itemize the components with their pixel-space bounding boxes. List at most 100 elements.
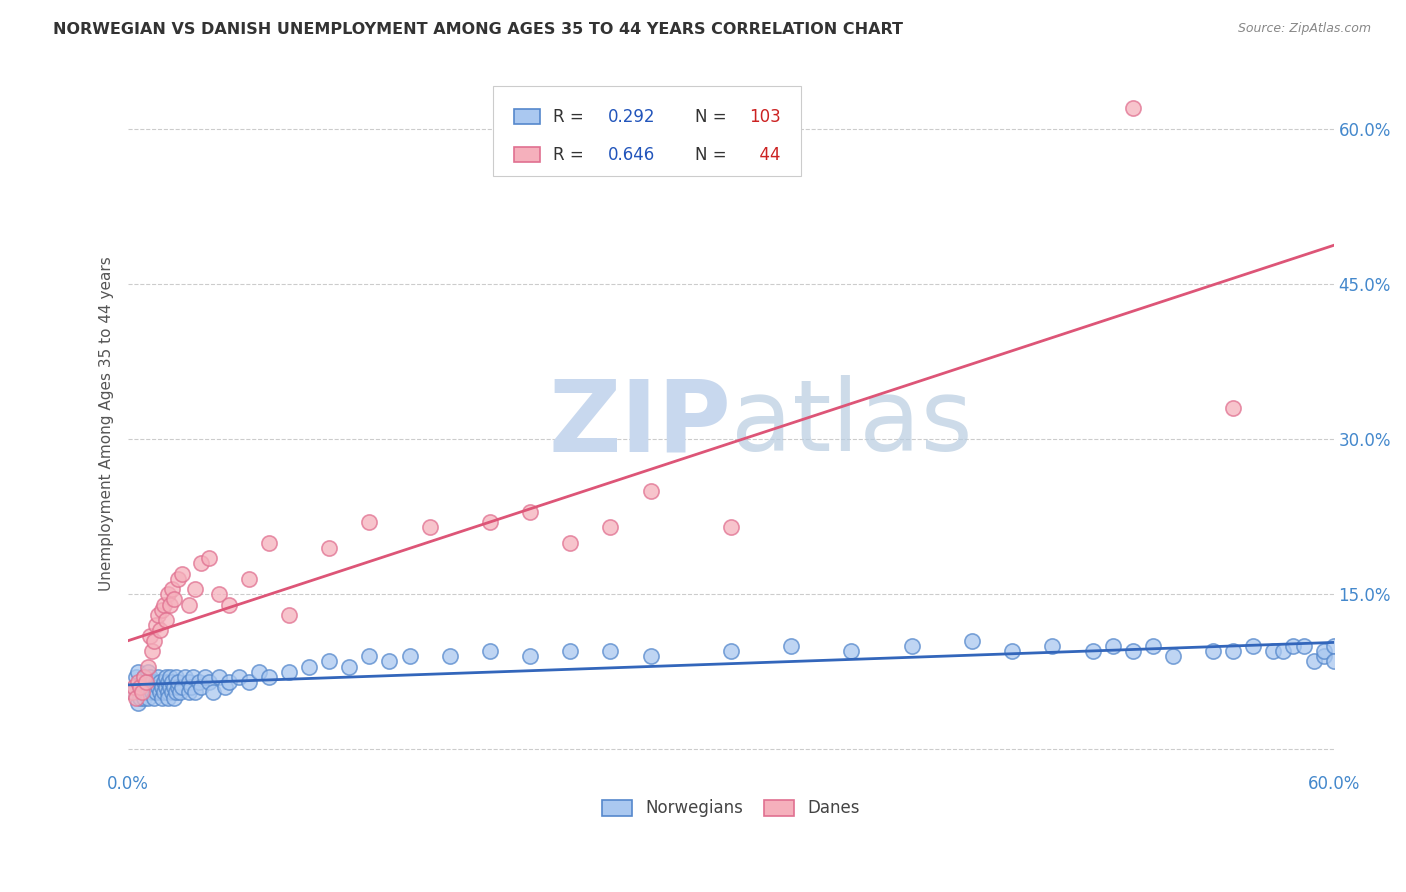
Point bbox=[167, 675, 190, 690]
Point bbox=[214, 681, 236, 695]
Point bbox=[208, 670, 231, 684]
Point bbox=[1222, 644, 1244, 658]
Point bbox=[134, 690, 156, 705]
Point bbox=[143, 690, 166, 705]
Point bbox=[162, 685, 184, 699]
Point bbox=[640, 483, 662, 498]
Point bbox=[124, 681, 146, 695]
Point bbox=[960, 633, 983, 648]
Point bbox=[145, 618, 167, 632]
Point bbox=[138, 665, 160, 679]
Point bbox=[159, 598, 181, 612]
Text: N =: N = bbox=[695, 145, 731, 164]
Point bbox=[197, 675, 219, 690]
Point bbox=[1241, 639, 1264, 653]
Point bbox=[138, 690, 160, 705]
Point bbox=[1263, 644, 1285, 658]
Point bbox=[163, 681, 186, 695]
Point bbox=[155, 613, 177, 627]
Point bbox=[278, 607, 301, 622]
Point bbox=[720, 520, 742, 534]
Text: N =: N = bbox=[695, 108, 731, 126]
Point bbox=[190, 556, 212, 570]
Point bbox=[1081, 644, 1104, 658]
Point bbox=[900, 639, 922, 653]
Point bbox=[560, 644, 582, 658]
Point bbox=[337, 659, 360, 673]
Point bbox=[152, 681, 174, 695]
Point bbox=[1161, 649, 1184, 664]
Point bbox=[181, 670, 204, 684]
Point bbox=[121, 685, 143, 699]
Point bbox=[378, 655, 401, 669]
Point bbox=[238, 572, 260, 586]
Point bbox=[1312, 649, 1334, 664]
Point bbox=[359, 649, 381, 664]
Point bbox=[141, 675, 163, 690]
Point bbox=[134, 670, 156, 684]
Text: R =: R = bbox=[553, 108, 589, 126]
Point bbox=[720, 644, 742, 658]
Point bbox=[152, 690, 174, 705]
Point bbox=[599, 520, 621, 534]
Point bbox=[1122, 644, 1144, 658]
Point bbox=[159, 681, 181, 695]
Point bbox=[155, 681, 177, 695]
Point bbox=[218, 598, 240, 612]
Point bbox=[519, 505, 541, 519]
Point bbox=[1282, 639, 1305, 653]
Point bbox=[138, 659, 160, 673]
Point bbox=[640, 649, 662, 664]
Point bbox=[197, 551, 219, 566]
Point bbox=[148, 681, 170, 695]
Point bbox=[359, 515, 381, 529]
Point bbox=[129, 681, 152, 695]
Point bbox=[519, 649, 541, 664]
Point bbox=[153, 685, 176, 699]
Text: 103: 103 bbox=[749, 108, 780, 126]
Point bbox=[131, 675, 153, 690]
Point bbox=[166, 670, 188, 684]
Point bbox=[163, 690, 186, 705]
Point bbox=[318, 541, 340, 555]
Point bbox=[560, 535, 582, 549]
Point bbox=[152, 603, 174, 617]
Point bbox=[153, 598, 176, 612]
Point bbox=[183, 685, 205, 699]
Point bbox=[187, 675, 209, 690]
Point bbox=[478, 644, 501, 658]
Point bbox=[190, 681, 212, 695]
Point bbox=[1101, 639, 1123, 653]
Point bbox=[163, 592, 186, 607]
Text: 0.292: 0.292 bbox=[607, 108, 655, 126]
Point bbox=[177, 685, 200, 699]
Text: 44: 44 bbox=[749, 145, 780, 164]
Point bbox=[238, 675, 260, 690]
Point bbox=[173, 670, 195, 684]
Point bbox=[139, 629, 162, 643]
Point bbox=[149, 624, 172, 638]
FancyBboxPatch shape bbox=[494, 87, 801, 177]
Point bbox=[157, 685, 180, 699]
Y-axis label: Unemployment Among Ages 35 to 44 years: Unemployment Among Ages 35 to 44 years bbox=[100, 256, 114, 591]
Point bbox=[131, 685, 153, 699]
Point bbox=[135, 685, 157, 699]
Point bbox=[841, 644, 863, 658]
Point bbox=[157, 587, 180, 601]
Text: atlas: atlas bbox=[731, 376, 973, 472]
Point bbox=[143, 681, 166, 695]
Text: ZIP: ZIP bbox=[548, 376, 731, 472]
Point bbox=[439, 649, 461, 664]
Point bbox=[1142, 639, 1164, 653]
Point bbox=[201, 685, 224, 699]
Point bbox=[153, 675, 176, 690]
Point bbox=[134, 670, 156, 684]
Text: 0.646: 0.646 bbox=[607, 145, 655, 164]
Point bbox=[149, 675, 172, 690]
Text: R =: R = bbox=[553, 145, 589, 164]
Point bbox=[247, 665, 270, 679]
Point bbox=[1001, 644, 1024, 658]
Point bbox=[124, 685, 146, 699]
Point bbox=[218, 675, 240, 690]
Point bbox=[138, 675, 160, 690]
